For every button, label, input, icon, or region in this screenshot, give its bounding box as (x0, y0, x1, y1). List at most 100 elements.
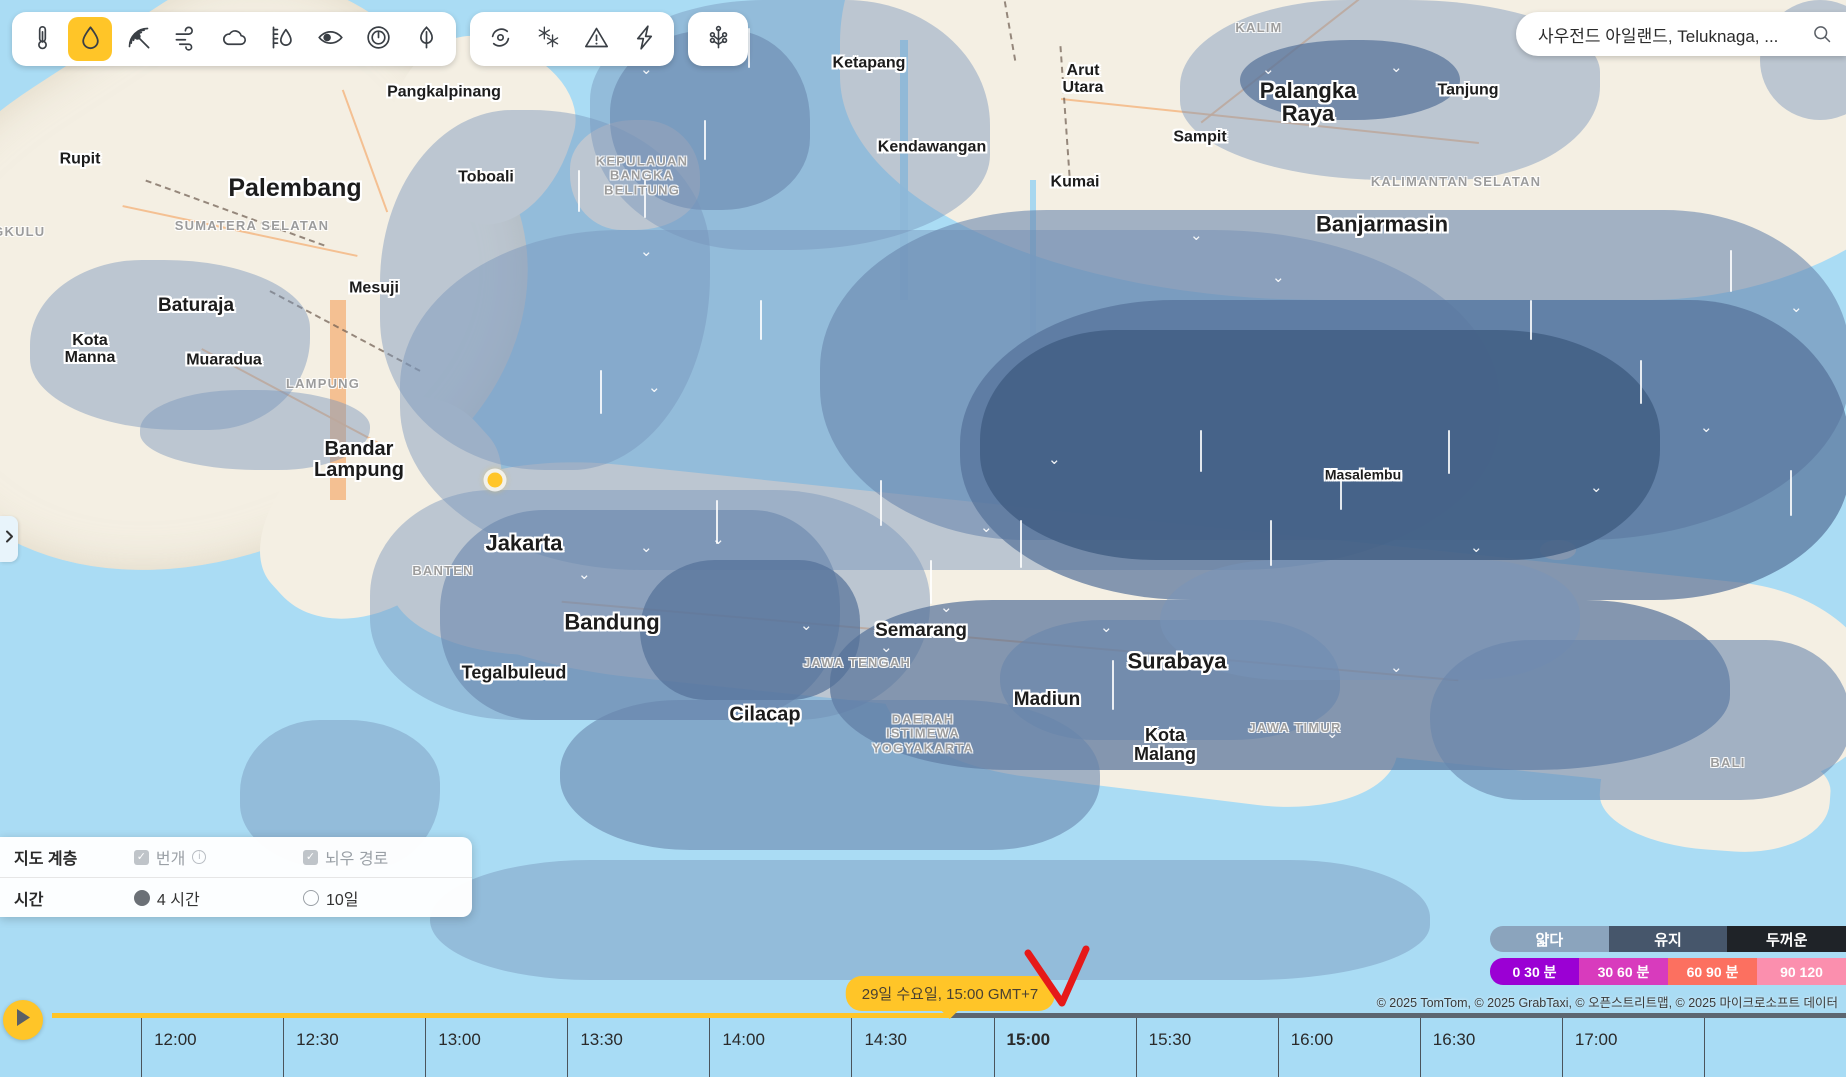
timeline-ticks[interactable]: 12:00 12:30 13:00 13:30 14:00 14:30 15:00 15:30… (0, 1018, 1846, 1077)
info-icon[interactable]: i (192, 850, 207, 864)
timeline-tick[interactable]: 12:00 (141, 1018, 283, 1077)
timeline-tick[interactable]: 13:00 (425, 1018, 567, 1077)
red-annotation-checkmark (1024, 945, 1090, 1007)
legend-band-thin: 얇다 (1490, 926, 1609, 952)
city-label: Arut Utara (1062, 62, 1104, 96)
river-line (1030, 180, 1036, 340)
layer-button-pressure[interactable] (356, 17, 400, 61)
timeline-tooltip: 29일 수요일, 15:00 GMT+7 (845, 976, 1055, 1019)
city-label: Pangkalpinang (387, 83, 501, 101)
layer-button-clouds[interactable] (212, 17, 256, 61)
region-label: NGKULU (0, 223, 46, 239)
timeline-tick-current[interactable]: 15:00 (993, 1018, 1136, 1077)
layer-button-wind[interactable] (164, 17, 208, 61)
rain-streak (880, 480, 882, 526)
layer-button-visibility[interactable] (308, 17, 352, 61)
rain-glyph: ⌄ (648, 378, 661, 396)
layer-button-humidity[interactable] (260, 17, 304, 61)
layer-button-air-quality[interactable] (404, 17, 448, 61)
timeline-tick[interactable]: 13:30 (567, 1018, 709, 1077)
city-label: Rupit (59, 150, 101, 168)
pollen-plant-icon (705, 24, 732, 54)
region-label: KEPULAUAN BANGKA BELITUNG (595, 153, 689, 198)
region-label: SUMATERA SELATAN (174, 217, 330, 233)
city-label: Surabaya (1127, 648, 1227, 674)
city-label: Tegalbuleud (461, 662, 567, 683)
timeline-tick[interactable]: 16:30 (1419, 1018, 1562, 1077)
city-label: Tanjung (1437, 81, 1499, 99)
raindrop-icon (77, 24, 104, 54)
timeline-tick[interactable]: 15:30 (1135, 1018, 1278, 1077)
city-label: Semarang (875, 620, 967, 642)
selected-location-marker[interactable] (487, 472, 503, 488)
timeline-tick[interactable]: 14:30 (851, 1018, 993, 1077)
layer-button-lightning[interactable] (622, 17, 666, 61)
location-search-box[interactable]: 사우전드 아일랜드, Teluknaga, ... (1516, 12, 1846, 56)
warning-triangle-icon (583, 24, 610, 54)
timeline-tick[interactable]: 12:30 (283, 1018, 425, 1077)
time-range-label: 시간 (14, 891, 44, 909)
wind-icon (173, 24, 200, 54)
city-label: Madiun (1013, 689, 1081, 711)
city-label: Kota Malang (1133, 725, 1197, 764)
rain-glyph: ⌄ (640, 242, 653, 260)
city-label: Mesuji (349, 279, 399, 297)
timeline-tick[interactable]: 17:00 (1561, 1018, 1704, 1077)
legend-cloud-thickness: 얇다 유지 두꺼운 (1490, 926, 1846, 952)
radar-icon (125, 24, 152, 54)
radio-selected-icon (133, 889, 150, 906)
rain-streak (1530, 300, 1532, 340)
checkbox-checked-icon: ✓ (302, 849, 318, 865)
toolbar-group-primary-layers (12, 12, 456, 66)
city-label: Bandar Lampung (314, 438, 404, 481)
city-label: Palangka Raya (1259, 77, 1357, 126)
layer-toolbar (12, 12, 748, 66)
landmass-masalembu (1540, 540, 1576, 560)
search-icon[interactable] (1812, 24, 1832, 44)
layer-button-alerts[interactable] (574, 17, 618, 61)
layer-button-temperature[interactable] (20, 17, 64, 61)
layer-checkbox-storm-track[interactable]: ✓ 뇌우 경로 (302, 845, 472, 869)
eye-icon (317, 24, 344, 54)
timeline-tick[interactable] (0, 1018, 141, 1077)
rain-streak (578, 170, 580, 212)
time-radio-10-days[interactable]: 10일 (302, 886, 472, 910)
rain-streak (1112, 660, 1114, 710)
timeline-tick[interactable]: 14:00 (709, 1018, 851, 1077)
toolbar-group-pollen-layer (688, 12, 748, 66)
layer-button-snow[interactable] (526, 17, 570, 61)
timeline-bar[interactable]: 12:00 12:30 13:00 13:30 14:00 14:30 15:00 15:30… (0, 1000, 1846, 1077)
map-layers-panel: 지도 계층 ✓ 번개 i ✓ 뇌우 경로 시간 4 시간 10일 (0, 837, 472, 917)
precip-area (430, 860, 1430, 980)
rain-streak (704, 120, 706, 160)
layer-button-hurricane[interactable] (478, 17, 522, 61)
legend-time-60-90: 60 90 분 (1668, 958, 1757, 985)
play-icon (15, 1008, 32, 1032)
layer-checkbox-lightning[interactable]: ✓ 번개 i (133, 845, 303, 869)
layer-button-radar[interactable] (116, 17, 160, 61)
city-label: Sampit (1173, 128, 1227, 146)
search-input[interactable]: 사우전드 아일랜드, Teluknaga, ... (1538, 26, 1779, 46)
city-label: Cilacap (729, 703, 801, 726)
leaf-icon (413, 24, 440, 54)
layer-button-precipitation[interactable] (68, 17, 112, 61)
landmass-west-java (390, 505, 720, 655)
layer-button-pollen[interactable] (696, 17, 740, 61)
region-label: KALIMANTAN SELATAN (1370, 173, 1542, 189)
time-radio-4-hours[interactable]: 4 시간 (133, 886, 303, 910)
region-label: DAERAH ISTIMEWA YOGYAKARTA (871, 711, 975, 756)
timeline-tick[interactable]: 16:00 (1277, 1018, 1420, 1077)
timeline-tick[interactable] (1703, 1018, 1846, 1077)
timeline-play-button[interactable] (3, 1000, 43, 1040)
map-attribution: © 2025 TomTom, © 2025 GrabTaxi, © 오픈스트리트… (1376, 996, 1838, 1010)
rain-streak (1020, 520, 1022, 568)
radio-unselected-icon (302, 889, 319, 906)
sidebar-expand-tab[interactable] (0, 516, 18, 562)
rain-streak (1730, 250, 1732, 292)
chevron-right-icon (5, 530, 14, 548)
humidity-gauge-icon (269, 24, 296, 54)
city-label: Muaradua (186, 351, 262, 369)
rain-streak (1790, 470, 1792, 516)
lightning-bolt-icon (631, 24, 658, 54)
